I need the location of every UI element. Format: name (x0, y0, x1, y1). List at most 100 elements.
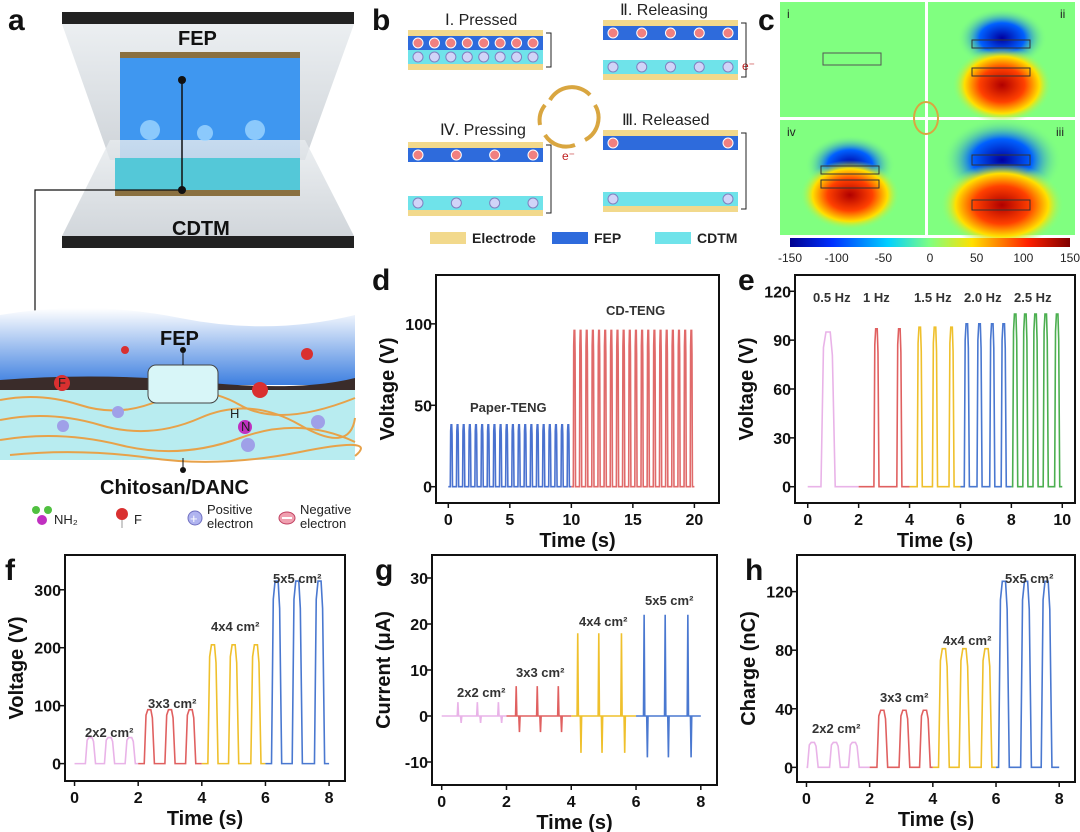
panel-c: c i ii iii iv -150 -100 -50 0 50 100 1 (758, 2, 1080, 265)
series-annotation: CD-TENG (606, 303, 665, 318)
y-tick-label: 200 (34, 641, 61, 658)
y-tick-label: 20 (410, 617, 428, 634)
series-annotation: 3x3 cm² (880, 690, 929, 705)
series-line-e-1 (858, 327, 910, 488)
spark-icon (197, 125, 213, 141)
x-tick-label: 2 (865, 791, 874, 808)
x-tick-label: 2 (502, 794, 511, 811)
cdtm-layer (408, 196, 543, 210)
negative-charge-icon (636, 27, 648, 39)
negative-charge-icon (693, 27, 705, 39)
series-annotation: 4x4 cm² (579, 614, 628, 629)
device-illustration: FEP CDTM (34, 12, 354, 390)
x-tick-label: 4 (197, 790, 206, 807)
series-line-e-0 (807, 331, 859, 488)
negative-charge-icon (412, 149, 424, 161)
series-annotation: Paper-TENG (470, 400, 547, 415)
legend-nh2: NH₂ (54, 512, 78, 527)
top-plate (62, 12, 354, 24)
legend-cdtm: CDTM (697, 230, 737, 246)
positive-charge-icon (665, 61, 676, 73)
positive-charge-icon (412, 51, 424, 63)
f-atom: F (58, 375, 66, 390)
y-axis-label: Charge (nC) (738, 611, 760, 725)
panel-label-c: c (758, 4, 775, 37)
positive-charge-icon (693, 61, 705, 73)
fep-layer (408, 148, 543, 162)
y-tick-label: 120 (766, 585, 793, 602)
negative-charge-icon (478, 37, 490, 49)
negative-charge-icon (665, 27, 676, 39)
legend-fep-swatch (552, 232, 588, 244)
positive-charge-icon (607, 61, 619, 73)
y-tick-label: 100 (405, 317, 432, 334)
legend-cdtm-swatch (655, 232, 691, 244)
positive-charge-icon (428, 51, 440, 63)
plot-frame (431, 554, 718, 786)
nh2-icon (32, 506, 52, 525)
x-tick-label: 6 (992, 791, 1001, 808)
cdtm-layer (115, 158, 300, 190)
y-tick-label: 0 (419, 709, 428, 726)
subpanel-ii-label: ii (1060, 7, 1065, 21)
y-tick-label: 0 (782, 480, 791, 497)
x-tick-label: 8 (1055, 791, 1064, 808)
positive-charge-icon (527, 51, 539, 63)
y-tick-label: 40 (775, 702, 793, 719)
series-annotation: 3x3 cm² (148, 696, 197, 711)
negative-charge-icon (450, 149, 462, 161)
series-line-e-2 (909, 326, 961, 488)
fep-layer (603, 136, 738, 150)
series-line-d-0 (448, 424, 572, 488)
legend-electrode: Electrode (472, 230, 536, 246)
panel-label-b: b (372, 4, 390, 37)
x-tick-label: 2 (854, 512, 863, 529)
y-tick-label: 0 (784, 760, 793, 777)
x-tick-label: 0 (437, 794, 446, 811)
chart-e: e 0 2 4 6 8 10 0 30 60 90 120 Time (s) Voltage (V) 0.5… (736, 264, 1076, 552)
y-axis-label: Current (μA) (373, 611, 395, 729)
x-tick-label: 0 (444, 512, 453, 529)
series-line-h-0 (806, 741, 870, 769)
fluorine-icon (116, 508, 128, 528)
series-annotation: 2x2 cm² (812, 721, 861, 736)
top-electrode (120, 52, 300, 58)
y-tick-label: 50 (414, 398, 432, 415)
negative-charge-icon (722, 137, 734, 149)
legend-positive-2: electron (207, 516, 253, 531)
potential-map-iii (928, 118, 1075, 247)
colorbar-tick-label: -150 (778, 251, 802, 265)
series-line-g-3 (636, 614, 701, 758)
series-annotation: 1.5 Hz (914, 290, 952, 305)
x-tick-label: 8 (696, 794, 705, 811)
series-annotation: 5x5 cm² (273, 571, 322, 586)
series-annotation: 2x2 cm² (457, 685, 506, 700)
colorbar-tick-label: 50 (970, 251, 984, 265)
bottom-electrode (115, 190, 300, 196)
legend-negative-2: electron (300, 516, 346, 531)
chitosan-danc-label: Chitosan/DANC (100, 477, 249, 499)
x-tick-label: 0 (802, 791, 811, 808)
colorbar (790, 238, 1070, 247)
colorbar-tick-label: 0 (927, 251, 934, 265)
electrode-layer (603, 20, 738, 26)
y-tick-label: -10 (405, 755, 428, 772)
panel-label-a: a (8, 4, 25, 37)
y-tick-label: 80 (775, 643, 793, 660)
electrode-layer (408, 210, 543, 216)
state-pressing-label: Ⅳ. Pressing (440, 122, 526, 139)
series-annotation: 2x2 cm² (85, 725, 134, 740)
positive-charge-icon (478, 51, 490, 63)
panel-label-g: g (375, 554, 393, 587)
electrode-layer (603, 130, 738, 136)
x-tick-label: 0 (803, 512, 812, 529)
x-tick-label: 10 (562, 512, 580, 529)
positive-charge-icon (450, 197, 462, 209)
legend-fep: FEP (594, 230, 621, 246)
x-axis-label: Time (s) (897, 530, 973, 552)
positive-charge-icon (636, 61, 648, 73)
legend-electrode-swatch (430, 232, 466, 244)
series-line-f-3 (265, 580, 330, 765)
